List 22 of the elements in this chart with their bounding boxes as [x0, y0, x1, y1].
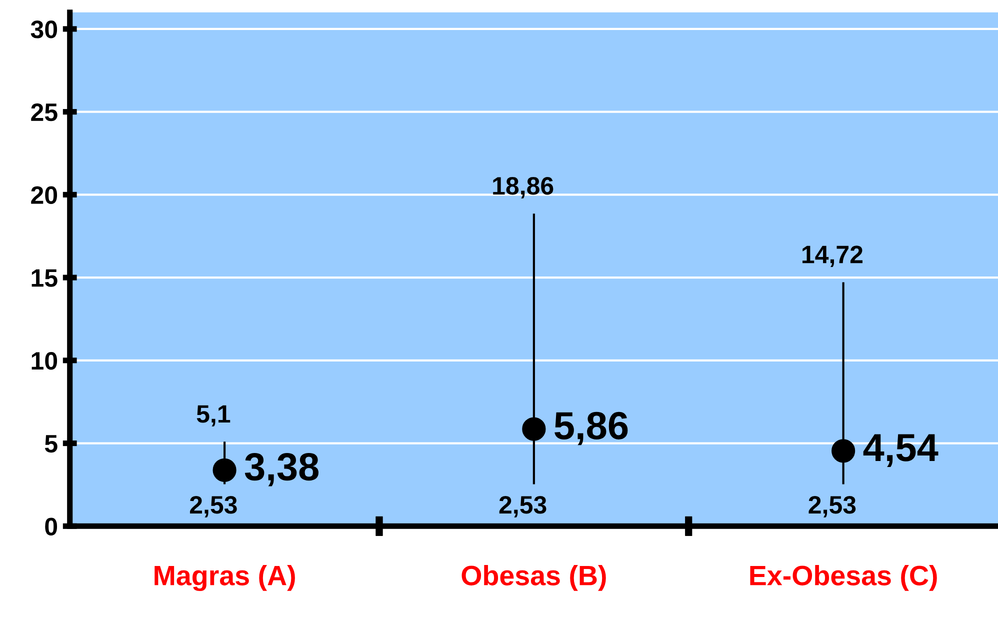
y-tick-label: 25	[31, 103, 58, 122]
data-label: 3,38	[244, 453, 318, 486]
data-label: 5,86	[554, 412, 628, 446]
y-tick-label: 0	[45, 518, 58, 536]
annotation: 14,72	[802, 246, 862, 267]
annotation: 2,53	[499, 496, 546, 518]
annotation: 5,1	[196, 405, 230, 426]
x-tick-label: Magras (A)	[154, 565, 295, 592]
y-tick-label: 30	[30, 20, 58, 38]
point	[522, 417, 546, 441]
x-tick-label: Obesas (B)	[462, 565, 606, 591]
annotation: 2,53	[808, 496, 856, 518]
y-tick-label: 15	[32, 269, 58, 287]
point	[212, 458, 236, 482]
data-label: 4,54	[863, 434, 938, 467]
y-tick-label: 20	[31, 186, 58, 204]
x-tick-label: Ex-Obesas (C)	[750, 565, 937, 591]
y-tick-label: 5	[44, 435, 58, 453]
point	[832, 439, 856, 463]
annotation: 2,53	[190, 496, 237, 518]
y-tick-label: 10	[32, 352, 58, 370]
annotation: 18,86	[493, 177, 554, 198]
